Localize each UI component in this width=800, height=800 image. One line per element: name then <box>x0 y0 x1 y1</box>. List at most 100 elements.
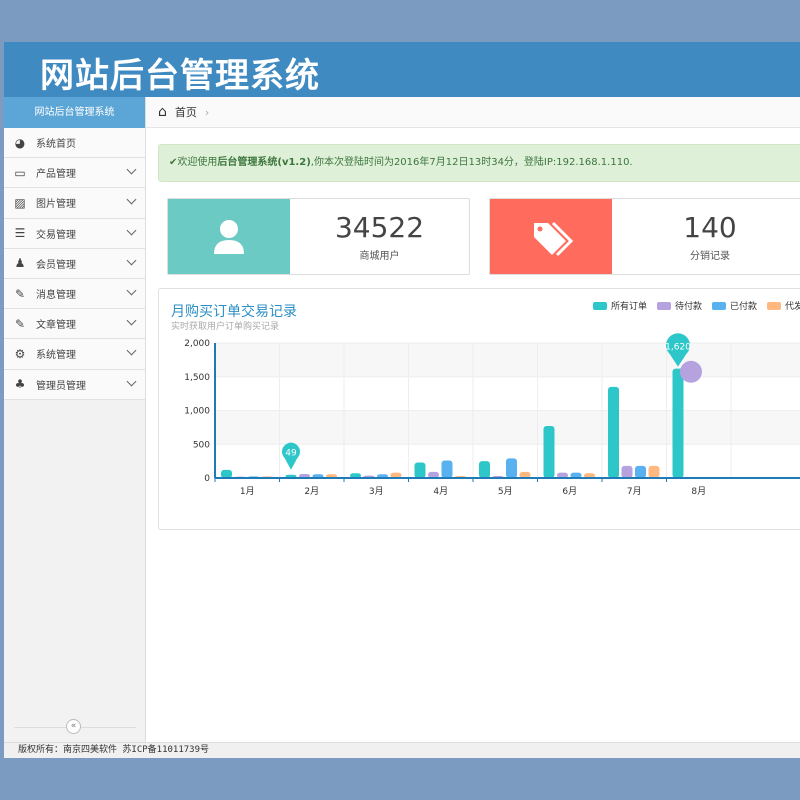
bar[interactable] <box>621 465 633 478</box>
markpoint <box>680 360 702 383</box>
sidebar-item[interactable]: ✎ 文章管理 <box>4 309 145 340</box>
list-icon: ☰ <box>14 226 26 241</box>
home-icon[interactable]: ⌂ <box>158 104 167 120</box>
sidebar-item-label: 文章管理 <box>36 320 76 332</box>
bar[interactable] <box>584 473 595 478</box>
tags-icon <box>490 199 612 274</box>
bar[interactable] <box>635 465 646 478</box>
sidebar-item-label: 系统首页 <box>36 139 76 151</box>
gears-icon: ⚙ <box>14 346 26 361</box>
breadcrumb: ⌂ 首页 › <box>146 97 800 128</box>
sidebar-item-label: 消息管理 <box>36 290 76 302</box>
legend-swatch <box>767 302 782 310</box>
sidebar-item[interactable]: ♣ 管理员管理 <box>4 369 145 400</box>
legend-label: 所有订单 <box>611 302 648 312</box>
chevron-down-icon[interactable] <box>126 225 137 236</box>
legend-swatch <box>712 302 727 310</box>
chevron-down-icon[interactable] <box>126 164 137 175</box>
chevron-down-icon[interactable] <box>126 376 137 386</box>
stat-label: 商城用户 <box>359 251 400 262</box>
y-tick-label: 2,000 <box>184 339 210 349</box>
chevron-down-icon[interactable] <box>126 345 137 356</box>
dashboard-icon: ◕ <box>14 135 26 150</box>
chevron-down-icon[interactable] <box>126 255 137 266</box>
y-tick-label: 1,500 <box>184 373 210 383</box>
bar[interactable] <box>570 472 582 478</box>
sidebar-item-label: 交易管理 <box>36 229 76 241</box>
stat-value: 140 <box>683 211 737 244</box>
bar[interactable] <box>428 471 439 478</box>
legend-label: 代发货 <box>785 302 800 312</box>
chart-subtitle: 实时获取用户订单购买记录 <box>171 322 280 332</box>
check-icon: ✔ <box>169 157 178 168</box>
bar[interactable] <box>221 469 232 478</box>
bar[interactable] <box>543 426 555 478</box>
x-tick-label: 7月 <box>627 486 642 497</box>
chart-legend: 所有订单 待付款 已付款 代发货 <box>593 299 800 312</box>
stat-card-distribution[interactable]: 140 分销记录 <box>489 198 800 275</box>
chevron-down-icon[interactable] <box>126 285 137 296</box>
welcome-alert: ✔欢迎使用后台管理系统(v1.2),你本次登陆时间为2016年7月12日13时3… <box>158 144 800 182</box>
bar[interactable] <box>557 472 568 478</box>
stat-card-users[interactable]: 34522 商城用户 <box>167 198 470 275</box>
user-icon: ♟ <box>14 256 26 271</box>
legend-label: 已付款 <box>730 302 758 312</box>
bar[interactable] <box>441 460 453 478</box>
bar[interactable] <box>608 386 619 478</box>
chart-title: 月购买订单交易记录 <box>171 304 297 320</box>
edit-icon: ✎ <box>14 286 26 301</box>
users-icon: ♣ <box>14 377 26 392</box>
x-tick-label: 1月 <box>240 486 255 497</box>
y-tick-label: 1,000 <box>184 407 210 417</box>
sidebar-item-label: 产品管理 <box>36 169 76 181</box>
x-tick-label: 2月 <box>304 486 319 497</box>
bar[interactable] <box>519 471 531 478</box>
legend-item[interactable]: 待付款 <box>657 299 702 312</box>
collapse-button[interactable]: « <box>66 719 81 734</box>
legend-item[interactable]: 已付款 <box>712 299 757 312</box>
legend-swatch <box>593 302 607 310</box>
bar[interactable] <box>299 473 310 478</box>
bar[interactable] <box>350 473 361 478</box>
grid-band <box>215 410 800 445</box>
x-tick-label: 6月 <box>562 486 577 497</box>
sidebar-collapse: « <box>4 717 146 737</box>
breadcrumb-home[interactable]: 首页 <box>174 106 197 119</box>
monitor-icon: ▭ <box>14 165 26 180</box>
edit-icon: ✎ <box>14 316 26 331</box>
y-tick-label: 500 <box>193 440 210 450</box>
header: 网站后台管理系统 <box>4 42 800 97</box>
legend-label: 待付款 <box>675 302 703 312</box>
sidebar: 网站后台管理系统 ◕ 系统首页 ▭ 产品管理 ▨ 图片管理 ☰ 交易管理 ♟ 会员管理 ✎ 消息管理 ✎… <box>4 97 146 742</box>
bar[interactable] <box>648 465 660 478</box>
bar[interactable] <box>672 368 684 478</box>
app-title: 网站后台管理系统 <box>40 56 320 96</box>
bar[interactable] <box>414 462 426 478</box>
legend-item[interactable]: 代发货 <box>767 299 800 312</box>
bar[interactable] <box>506 458 517 478</box>
sidebar-item[interactable]: ✎ 消息管理 <box>4 278 145 310</box>
sidebar-item-label: 管理员管理 <box>36 380 86 392</box>
footer: 版权所有：南京四美软件 苏ICP备11011739号 <box>4 742 800 758</box>
chevron-down-icon[interactable] <box>126 315 137 326</box>
bar[interactable] <box>390 472 402 478</box>
sidebar-item[interactable]: ☰ 交易管理 <box>4 218 145 249</box>
markpoint <box>282 442 300 470</box>
sidebar-item[interactable]: ⚙ 系统管理 <box>4 339 145 370</box>
alert-text-2: ,你本次登陆时间为2016年7月12日13时34分，登陆IP:192.168.1… <box>310 157 633 168</box>
sidebar-item-label: 会员管理 <box>36 259 76 271</box>
app-window: 网站后台管理系统 网站后台管理系统 ◕ 系统首页 ▭ 产品管理 ▨ 图片管理 ☰ 交易管理 ♟ 会… <box>4 42 800 758</box>
markpoint-label: 49 <box>285 449 297 459</box>
sidebar-item-label: 系统管理 <box>36 350 76 362</box>
legend-item[interactable]: 所有订单 <box>593 299 647 312</box>
sidebar-item[interactable]: ♟ 会员管理 <box>4 248 145 279</box>
alert-bold: 后台管理系统(v1.2) <box>217 157 311 168</box>
bar-chart: 0 500 1,000 1,500 2,000 1月 2月 3月 4月 5月 6月 7月 8月 49 1,6… <box>184 333 800 497</box>
sidebar-item[interactable]: ◕ 系统首页 <box>4 128 145 159</box>
sidebar-item[interactable]: ▨ 图片管理 <box>4 188 145 219</box>
bar[interactable] <box>479 461 490 478</box>
chevron-down-icon[interactable] <box>126 194 137 205</box>
markpoint <box>666 333 691 367</box>
alert-text: 欢迎使用 <box>177 157 218 168</box>
sidebar-item[interactable]: ▭ 产品管理 <box>4 158 145 189</box>
